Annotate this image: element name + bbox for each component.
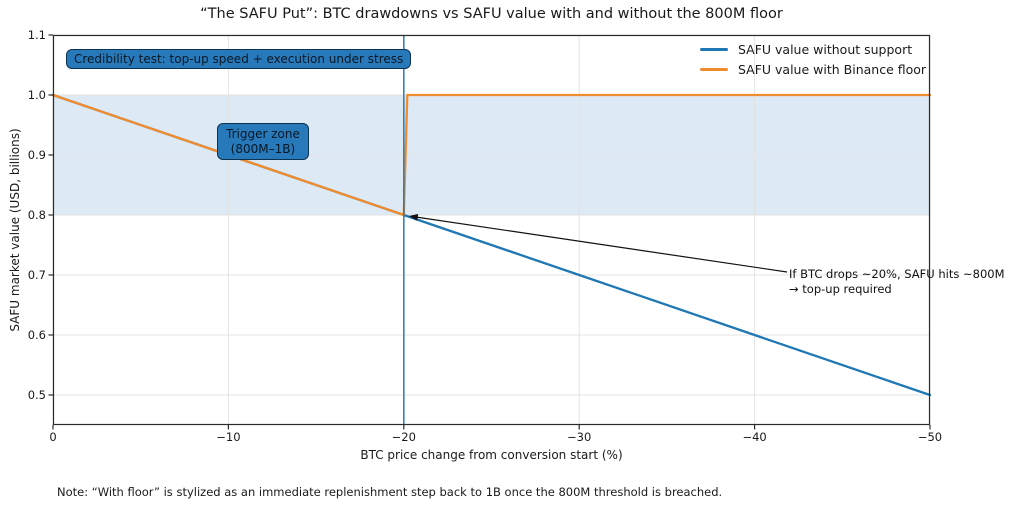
axes-frame [52, 34, 931, 426]
trigger-zone-line1: Trigger zone [226, 127, 300, 141]
x-tick-label: −50 [917, 430, 943, 444]
x-tick-label: −40 [742, 430, 767, 444]
legend-item: SAFU value with Binance floor [700, 59, 926, 79]
trigger-zone-annotation: Trigger zone (800M–1B) [217, 123, 309, 160]
y-tick-label: 0.5 [27, 387, 46, 402]
credibility-annotation: Credibility test: top-up speed + executi… [66, 49, 412, 69]
legend-line-swatch [700, 47, 728, 51]
footnote: Note: “With floor” is stylized as an imm… [57, 485, 723, 499]
trigger-zone-line2: (800M–1B) [230, 141, 296, 156]
y-tick-label: 0.6 [27, 327, 46, 342]
y-tick-label: 0.9 [27, 147, 46, 162]
y-tick-label: 1.0 [27, 87, 46, 102]
legend-label: SAFU value without support [738, 41, 913, 57]
topup-annotation: If BTC drops ~20%, SAFU hits ~800M → top… [789, 267, 1005, 297]
x-tick-label: −30 [567, 430, 592, 444]
annotation-arrowhead [408, 213, 419, 221]
y-tick-label: 0.7 [27, 267, 46, 282]
legend-item: SAFU value without support [700, 39, 926, 59]
x-axis-label: BTC price change from conversion start (… [360, 448, 623, 462]
legend: SAFU value without support SAFU value wit… [700, 39, 926, 79]
annotation-arrow-line [415, 216, 788, 273]
y-tick-label: 1.1 [27, 27, 46, 42]
y-tick-label: 0.8 [27, 207, 46, 222]
legend-line-swatch [700, 67, 728, 71]
x-tick-label: −10 [216, 430, 241, 444]
x-tick-label: −20 [391, 430, 416, 444]
topup-annotation-line2: → top-up required [789, 282, 892, 296]
x-tick-label: 0 [49, 430, 57, 444]
topup-annotation-line1: If BTC drops ~20%, SAFU hits ~800M [789, 267, 1005, 281]
legend-label: SAFU value with Binance floor [738, 61, 927, 77]
chart-title: “The SAFU Put”: BTC drawdowns vs SAFU va… [200, 6, 783, 22]
